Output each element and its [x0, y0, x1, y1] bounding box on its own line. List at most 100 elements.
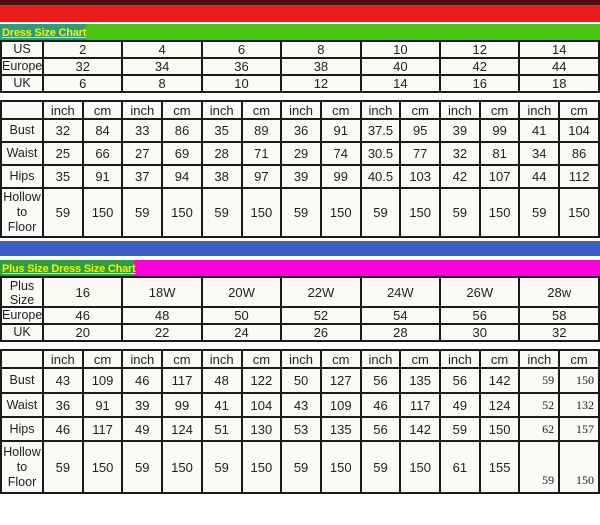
- measure-cell: 33: [121, 118, 164, 143]
- measure-cell: 59: [280, 187, 322, 238]
- measure-cell: 59: [518, 440, 561, 494]
- row-label: UK: [0, 74, 44, 93]
- measure-cell: 59: [200, 440, 243, 494]
- measure-cell: 91: [81, 164, 124, 189]
- measure-cell: 91: [81, 392, 124, 418]
- measure-cell: 66: [81, 141, 124, 166]
- measure-cell: 112: [558, 164, 600, 189]
- unit-header: cm: [240, 100, 283, 120]
- size-cell: 32: [518, 323, 600, 342]
- measure-cell: 35: [42, 164, 84, 189]
- measure-cell: 150: [81, 440, 124, 494]
- size-cell: 26W: [439, 276, 521, 308]
- row-label: Bust: [0, 367, 44, 394]
- measure-cell: 41: [200, 392, 243, 418]
- measure-cell: 49: [121, 416, 164, 442]
- measure-cell: 74: [319, 141, 362, 166]
- size-cell: 28: [359, 323, 442, 342]
- size-cell: 48: [121, 306, 203, 325]
- measure-cell: 94: [161, 164, 203, 189]
- measure-cell: 150: [399, 187, 442, 238]
- plus-measurements-table: inch cm inch cm inch cm inch cm inch cm inch cm inch…: [0, 349, 600, 494]
- measure-cell: 124: [161, 416, 203, 442]
- row-label: Hips: [0, 416, 44, 442]
- measure-cell: 39: [439, 118, 481, 143]
- measure-cell: 59: [359, 440, 402, 494]
- size-cell: 22W: [280, 276, 362, 308]
- measure-cell: 59: [439, 187, 481, 238]
- red-banner: [0, 5, 600, 22]
- measure-cell: 32: [42, 118, 84, 143]
- measure-cell: 150: [319, 440, 362, 494]
- measure-cell: 59: [359, 187, 402, 238]
- size-cell: 42: [439, 57, 521, 76]
- measure-cell: 25: [42, 141, 84, 166]
- measure-cell: 99: [161, 392, 203, 418]
- unit-header: inch: [518, 349, 561, 369]
- size-cell: 18: [518, 74, 600, 93]
- measure-cell: 49: [439, 392, 481, 418]
- measure-cell: 43: [42, 367, 84, 394]
- measure-cell: 36: [280, 118, 322, 143]
- measure-cell: 135: [319, 416, 362, 442]
- measure-cell: 77: [399, 141, 442, 166]
- size-cell: 46: [41, 306, 124, 325]
- measure-cell: 99: [319, 164, 362, 189]
- size-cell: 20W: [200, 276, 283, 308]
- size-cell: 38: [280, 57, 362, 76]
- measure-cell: 59: [518, 367, 561, 394]
- measure-cell: 56: [359, 416, 402, 442]
- unit-header: cm: [81, 100, 124, 120]
- unit-header: cm: [558, 349, 600, 369]
- row-label: UK: [0, 323, 44, 342]
- measure-cell: 89: [240, 118, 283, 143]
- measure-cell: 142: [478, 367, 521, 394]
- dress-chart-title: Dress Size Chart: [2, 27, 87, 39]
- measure-cell: 37.5: [359, 118, 402, 143]
- measure-cell: 59: [121, 187, 164, 238]
- unit-header: inch: [359, 349, 402, 369]
- measure-cell: 51: [200, 416, 243, 442]
- size-cell: 6: [41, 74, 124, 93]
- size-chart-image: Dress Size Chart US 2 4 6 8 10 12 14 Europe 32 34 3…: [0, 0, 600, 494]
- measure-cell: 150: [81, 187, 124, 238]
- measure-cell: 86: [161, 118, 203, 143]
- unit-header: inch: [518, 100, 561, 120]
- measure-cell: 71: [240, 141, 283, 166]
- unit-header: inch: [200, 100, 243, 120]
- measure-cell: 150: [240, 440, 283, 494]
- measure-cell: 81: [478, 141, 521, 166]
- plus-chart-title-bar: Plus Size Dress Size Chart: [0, 260, 600, 276]
- measure-cell: 52: [518, 392, 561, 418]
- measure-cell: 109: [319, 392, 362, 418]
- spacer: [0, 342, 600, 349]
- unit-header: inch: [280, 100, 322, 120]
- measure-cell: 39: [280, 164, 322, 189]
- size-cell: 52: [280, 306, 362, 325]
- size-cell: 40: [359, 57, 442, 76]
- measure-cell: 122: [240, 367, 283, 394]
- unit-header: inch: [439, 349, 481, 369]
- unit-header: inch: [42, 349, 84, 369]
- measure-cell: 150: [558, 187, 600, 238]
- spacer: [0, 93, 600, 100]
- size-cell: 16: [41, 276, 124, 308]
- measure-cell: 62: [518, 416, 561, 442]
- measure-cell: 132: [558, 392, 600, 418]
- unit-header: inch: [121, 349, 164, 369]
- measure-cell: 41: [518, 118, 561, 143]
- measure-cell: 69: [161, 141, 203, 166]
- measure-cell: 48: [200, 367, 243, 394]
- row-label: Hollow to Floor: [0, 440, 44, 494]
- measure-cell: 28: [200, 141, 243, 166]
- measure-cell: 59: [200, 187, 243, 238]
- measure-cell: 35: [200, 118, 243, 143]
- measure-cell: 84: [81, 118, 124, 143]
- measure-cell: 107: [478, 164, 521, 189]
- size-cell: 36: [200, 57, 283, 76]
- unit-header: inch: [121, 100, 164, 120]
- measure-cell: 46: [42, 416, 84, 442]
- measure-cell: 29: [280, 141, 322, 166]
- measure-cell: 59: [42, 187, 84, 238]
- measure-cell: 59: [518, 187, 561, 238]
